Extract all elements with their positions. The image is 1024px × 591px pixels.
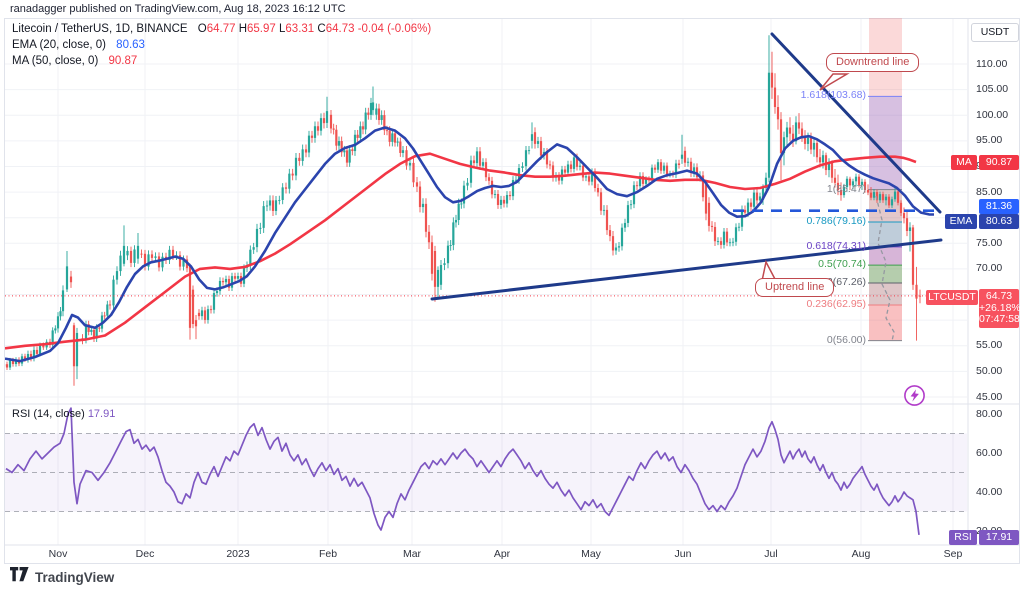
fib-level-label: 0(56.00) (826, 333, 866, 346)
time-axis-label: Dec (135, 548, 155, 560)
rsi-legend-row[interactable]: RSI (14, close) 17.91 (12, 408, 115, 420)
rsi-line (5, 407, 920, 536)
fib-band (869, 305, 902, 341)
symbol-legend: Litecoin / TetherUS, 1D, BINANCE O64.77 … (12, 22, 431, 70)
publish-info: ranadagger published on TradingView.com,… (10, 3, 346, 15)
ema-label: EMA (20, close, 0) (12, 39, 106, 51)
fib-band (869, 265, 902, 283)
ma-legend-row[interactable]: MA (50, close, 0) 90.87 (12, 54, 431, 69)
downtrend-line (770, 32, 942, 214)
price-axis-label: 50.00 (976, 364, 1003, 377)
price-axis-label: 70.00 (976, 262, 1003, 275)
hline-axis-value[interactable]: 81.36 (979, 198, 1019, 214)
change-value: -0.04 (-0.06%) (357, 23, 432, 35)
time-axis-label: Aug (851, 548, 871, 560)
price-axis-label: 110.00 (976, 57, 1008, 70)
rsi-axis-tag[interactable]: RSI (949, 529, 977, 545)
fib-band (869, 246, 902, 266)
rsi-indicator-layer (5, 407, 967, 536)
symbol-title[interactable]: Litecoin / TetherUS, 1D, BINANCE (12, 23, 188, 35)
price-axis-label: 75.00 (976, 236, 1003, 249)
symbol-price-tag[interactable]: LTCUSDT (926, 290, 978, 305)
ema20-line (5, 126, 935, 363)
ohlc-values: O64.77 H65.97 L63.31 C64.73 -0.04 (-0.06… (197, 23, 432, 35)
time-axis-label: Jul (764, 548, 778, 560)
time-axis-label: Nov (48, 548, 68, 560)
time-axis-label: Feb (318, 548, 338, 560)
rsi-axis-label: 80.00 (976, 407, 1003, 420)
price-axis-label: 100.00 (976, 108, 1009, 121)
fib-level-label: 0.236(62.95) (806, 298, 866, 310)
currency-unit-button[interactable]: USDT (971, 23, 1019, 42)
fib-level-label: 1.618(103.68) (800, 89, 866, 102)
price-axis-label: 105.00 (976, 83, 1009, 96)
tradingview-logo-text: TradingView (35, 569, 115, 585)
fib-level-label: 0.618(74.31) (806, 239, 866, 252)
pane-separators (4, 18, 1019, 546)
rsi-value: 17.91 (87, 408, 116, 420)
callout-tail (819, 73, 850, 91)
rsi-axis-label: 40.00 (976, 485, 1003, 498)
gridlines (5, 19, 967, 545)
lightning-icon[interactable] (903, 384, 926, 412)
time-axis-label: 2023 (226, 548, 250, 560)
time-axis-label: Sep (943, 548, 963, 560)
rsi-label: RSI (14, close) (12, 408, 85, 420)
time-axis-label: Jun (674, 548, 692, 560)
price-axis-label: 85.00 (976, 185, 1003, 198)
time-axis-label: Mar (402, 548, 422, 560)
symbol-price-box[interactable]: 64.73 +26.18% 07:47:58 (979, 289, 1021, 328)
rsi-axis-label: 60.00 (976, 446, 1003, 459)
ma-axis-tag[interactable]: MA (951, 154, 977, 170)
price-axis-label: 55.00 (976, 339, 1003, 352)
ema-axis-value[interactable]: 80.63 (979, 213, 1019, 229)
ema-axis-tag[interactable]: EMA (945, 213, 977, 229)
symbol-title-row[interactable]: Litecoin / TetherUS, 1D, BINANCE O64.77 … (12, 22, 431, 37)
fib-level-label: 1(85.47) (826, 182, 866, 195)
ma-label: MA (50, close, 0) (12, 55, 99, 67)
ema-value: 80.63 (116, 39, 145, 51)
price-axis-label: 95.00 (976, 134, 1003, 147)
fib-level-label: 0.786(79.16) (806, 215, 866, 227)
ma-value: 90.87 (108, 55, 138, 67)
fib-level-label: 0.5(70.74) (818, 258, 866, 271)
tradingview-logo-icon (10, 567, 29, 587)
price-axis-label: 45.00 (976, 390, 1003, 403)
fib-band (869, 282, 902, 306)
time-axis-label: Apr (493, 548, 511, 560)
uptrend-line (430, 238, 943, 301)
time-axis-label: May (581, 548, 601, 560)
downtrend-callout[interactable]: Downtrend line (826, 53, 920, 72)
ma-ema-lines (5, 126, 935, 363)
rsi-axis-value[interactable]: 17.91 (979, 529, 1019, 545)
footer-brand[interactable]: TradingView (10, 567, 114, 587)
uptrend-callout[interactable]: Uptrend line (755, 278, 835, 297)
ma-axis-value[interactable]: 90.87 (979, 154, 1019, 170)
fib-band (869, 221, 902, 247)
fib-retracement-layer[interactable] (868, 95, 902, 342)
ema-legend-row[interactable]: EMA (20, close, 0) 80.63 (12, 38, 431, 53)
projection-squiggle (875, 195, 895, 342)
